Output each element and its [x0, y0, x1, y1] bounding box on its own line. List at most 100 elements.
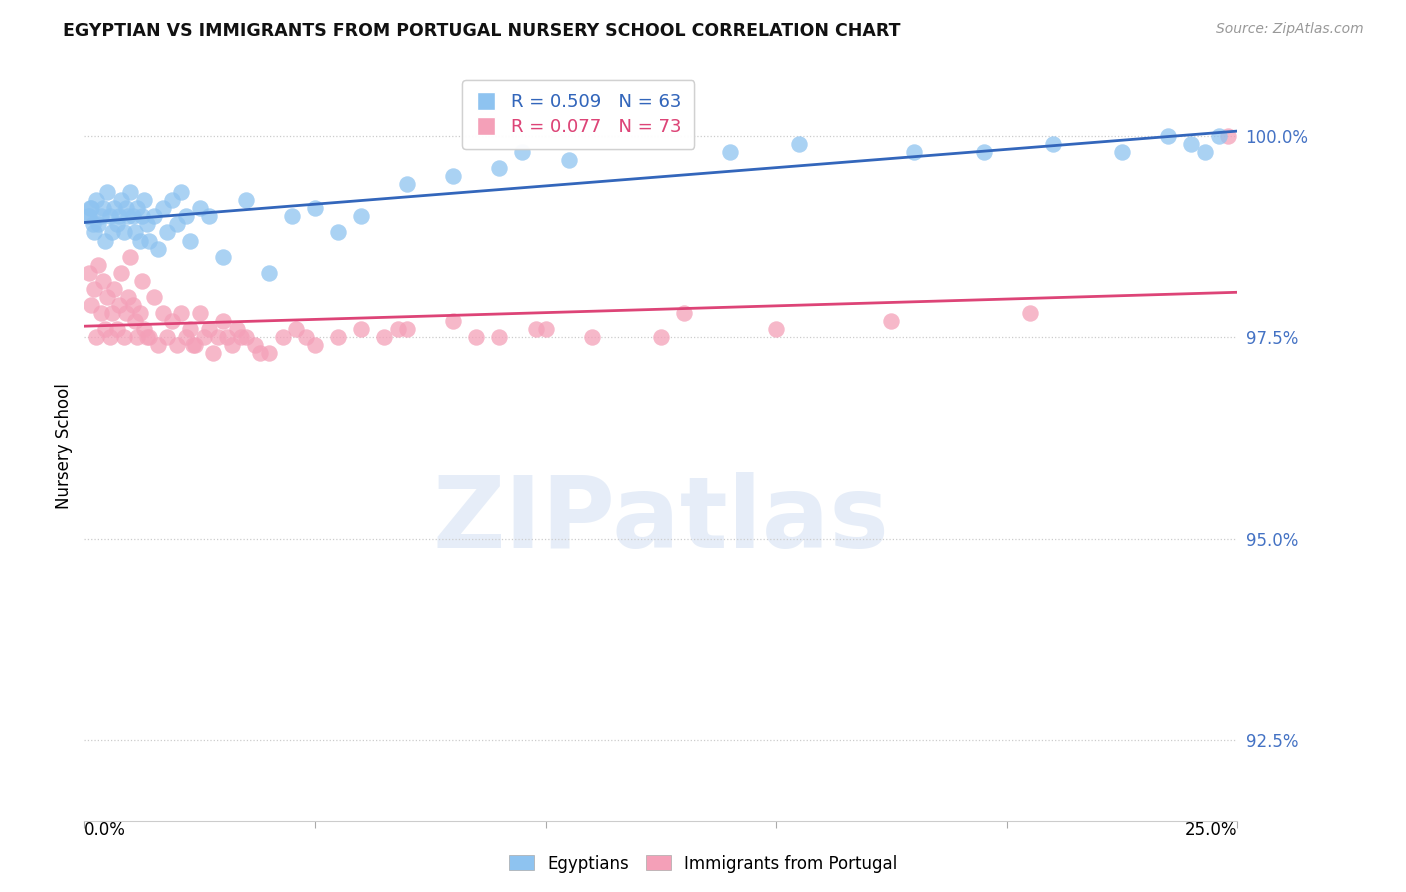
Point	[156, 330, 179, 344]
Point	[142, 290, 165, 304]
Point	[243, 338, 266, 352]
Point	[96, 185, 118, 199]
Point	[304, 338, 326, 352]
Point	[84, 194, 107, 208]
Point	[160, 314, 183, 328]
Point	[557, 153, 579, 167]
Point	[108, 210, 131, 224]
Point	[127, 330, 149, 344]
Point	[94, 322, 117, 336]
Point	[249, 346, 271, 360]
Point	[441, 314, 464, 328]
Point	[787, 136, 810, 151]
Point	[83, 226, 105, 240]
Point	[160, 194, 183, 208]
Point	[79, 202, 101, 216]
Point	[765, 322, 787, 336]
Point	[146, 338, 169, 352]
Point	[117, 290, 139, 304]
Point	[235, 194, 257, 208]
Point	[235, 330, 257, 344]
Point	[396, 322, 419, 336]
Point	[82, 218, 104, 232]
Point	[193, 330, 215, 344]
Point	[80, 202, 103, 216]
Point	[87, 218, 110, 232]
Point	[1157, 128, 1180, 143]
Point	[112, 226, 135, 240]
Point	[101, 306, 124, 320]
Point	[973, 145, 995, 159]
Point	[198, 210, 221, 224]
Point	[718, 145, 741, 159]
Point	[120, 185, 142, 199]
Point	[207, 330, 229, 344]
Point	[179, 234, 201, 248]
Point	[184, 338, 207, 352]
Point	[1208, 128, 1230, 143]
Point	[87, 258, 110, 272]
Point	[880, 314, 903, 328]
Point	[512, 145, 534, 159]
Point	[198, 322, 221, 336]
Text: 25.0%: 25.0%	[1185, 821, 1237, 838]
Point	[488, 330, 510, 344]
Point	[294, 330, 316, 344]
Point	[121, 210, 143, 224]
Point	[181, 338, 204, 352]
Point	[110, 266, 132, 280]
Point	[103, 282, 125, 296]
Point	[170, 306, 193, 320]
Legend: R = 0.509   N = 63, R = 0.077   N = 73: R = 0.509 N = 63, R = 0.077 N = 73	[463, 80, 695, 149]
Point	[373, 330, 395, 344]
Point	[188, 306, 211, 320]
Point	[91, 274, 114, 288]
Point	[127, 202, 149, 216]
Point	[304, 202, 326, 216]
Point	[202, 346, 225, 360]
Point	[77, 266, 100, 280]
Point	[221, 338, 243, 352]
Text: ZIPatlas: ZIPatlas	[433, 473, 889, 569]
Point	[1216, 128, 1239, 143]
Point	[581, 330, 603, 344]
Point	[225, 322, 247, 336]
Text: 0.0%: 0.0%	[84, 821, 127, 838]
Point	[142, 210, 165, 224]
Point	[211, 314, 233, 328]
Point	[903, 145, 925, 159]
Point	[128, 234, 150, 248]
Point	[217, 330, 239, 344]
Point	[115, 202, 138, 216]
Point	[257, 346, 280, 360]
Point	[138, 330, 160, 344]
Point	[98, 330, 121, 344]
Point	[124, 314, 146, 328]
Point	[121, 298, 143, 312]
Point	[89, 306, 111, 320]
Point	[672, 306, 695, 320]
Point	[281, 210, 304, 224]
Point	[170, 185, 193, 199]
Point	[91, 202, 114, 216]
Point	[524, 322, 547, 336]
Point	[211, 250, 233, 264]
Point	[115, 306, 138, 320]
Point	[134, 194, 156, 208]
Point	[350, 210, 373, 224]
Point	[257, 266, 280, 280]
Legend: Egyptians, Immigrants from Portugal: Egyptians, Immigrants from Portugal	[502, 848, 904, 880]
Point	[174, 210, 197, 224]
Point	[94, 234, 117, 248]
Point	[441, 169, 464, 183]
Point	[488, 161, 510, 175]
Point	[128, 306, 150, 320]
Point	[1018, 306, 1040, 320]
Point	[131, 274, 153, 288]
Point	[105, 218, 128, 232]
Point	[83, 282, 105, 296]
Point	[271, 330, 294, 344]
Point	[77, 210, 100, 224]
Point	[96, 290, 118, 304]
Point	[387, 322, 409, 336]
